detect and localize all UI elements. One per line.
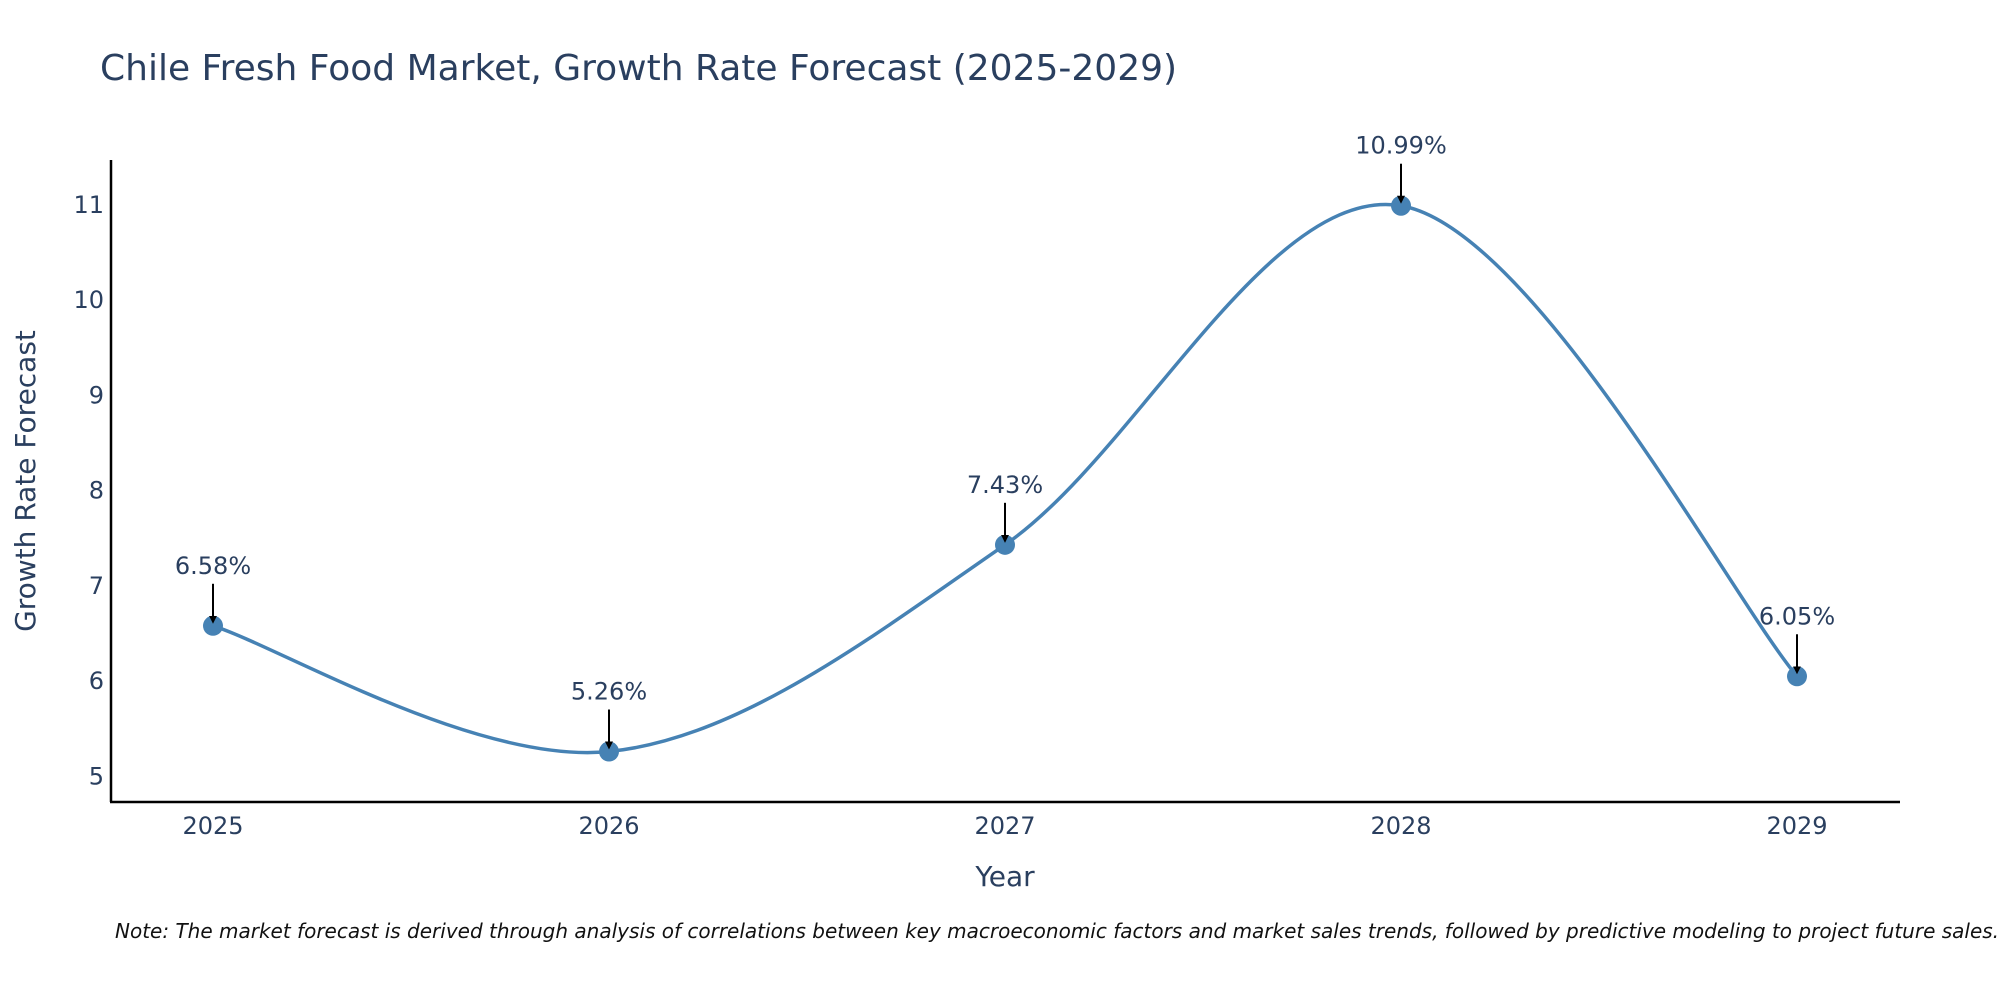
chart-title: Chile Fresh Food Market, Growth Rate For…	[100, 48, 1177, 89]
data-points	[203, 195, 1807, 762]
y-axis-ticks: 5 6 7 8 9 10 11	[73, 191, 104, 791]
x-tick-label: 2025	[182, 812, 243, 840]
y-tick-label: 7	[89, 572, 104, 600]
data-point-marker	[1391, 195, 1411, 216]
x-axis-ticks: 2025 2026 2027 2028 2029	[182, 812, 1827, 840]
data-point-marker	[599, 741, 619, 762]
y-tick-label: 6	[89, 667, 104, 695]
data-label: 5.26%	[571, 678, 647, 706]
y-tick-label: 11	[73, 191, 104, 219]
y-tick-label: 9	[89, 381, 104, 409]
y-tick-label: 8	[89, 477, 104, 505]
data-point-marker	[995, 534, 1015, 555]
x-axis-title: Year	[974, 860, 1035, 893]
x-tick-label: 2029	[1766, 812, 1827, 840]
data-label: 10.99%	[1355, 132, 1447, 160]
growth-rate-line	[212, 202, 1799, 755]
y-axis-title: Growth Rate Forecast	[9, 330, 42, 632]
chart-note: Note: The market forecast is derived thr…	[115, 919, 1999, 943]
x-tick-label: 2026	[578, 812, 639, 840]
data-annotations: 6.58% 5.26% 7.43% 10.99% 6.05%	[175, 132, 1835, 750]
x-tick-label: 2027	[974, 812, 1035, 840]
data-label: 6.05%	[1759, 602, 1835, 630]
data-label: 6.58%	[175, 552, 251, 580]
data-point-marker	[203, 615, 223, 636]
data-point-marker	[1787, 666, 1807, 687]
x-tick-label: 2028	[1370, 812, 1431, 840]
y-tick-label: 10	[73, 286, 104, 314]
data-label: 7.43%	[967, 471, 1043, 499]
y-tick-label: 5	[89, 762, 104, 790]
